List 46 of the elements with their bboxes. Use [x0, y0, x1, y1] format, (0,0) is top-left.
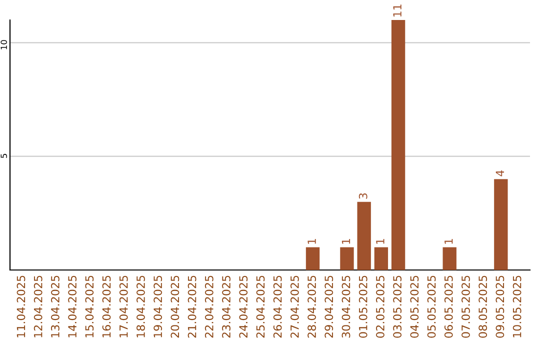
y-tick-label: 10: [0, 40, 7, 50]
x-tick-label: 22.04.2025: [204, 276, 214, 338]
x-tick-label: 04.05.2025: [410, 276, 419, 338]
x-tick-label: 30.04.2025: [342, 276, 350, 338]
x-tick-label: 19.04.2025: [154, 276, 162, 338]
data-label: 4: [496, 170, 504, 176]
x-tick-label: 02.05.2025: [376, 276, 384, 338]
data-label: 1: [342, 238, 350, 244]
x-tick-label: 12.04.2025: [34, 276, 42, 338]
x-tick-label: 16.04.2025: [102, 276, 111, 338]
x-tick-label: 07.05.2025: [462, 276, 470, 338]
bar: [494, 179, 508, 270]
data-label: 1: [444, 238, 453, 244]
x-tick-label: 11.04.2025: [16, 276, 26, 338]
x-tick-label: 18.04.2025: [136, 276, 145, 338]
x-tick-label: 10.05.2025: [512, 276, 522, 338]
bar: [391, 20, 406, 270]
x-tick-label: 26.04.2025: [273, 276, 282, 338]
x-tick-label: 27.04.2025: [290, 276, 299, 338]
x-tick-label: 14.04.2025: [68, 276, 77, 338]
data-label: 3: [358, 193, 368, 199]
x-tick-label: 29.04.2025: [324, 276, 334, 338]
data-label: 1: [376, 238, 384, 244]
data-label: 1: [308, 238, 316, 244]
x-tick-label: 01.05.2025: [358, 276, 368, 338]
x-tick-label: 20.04.2025: [170, 276, 180, 338]
bar: [340, 247, 354, 270]
x-tick-label: 24.04.2025: [239, 276, 248, 338]
bar: [306, 247, 320, 270]
x-tick-label: 06.05.2025: [444, 276, 453, 338]
x-tick-label: 25.04.2025: [256, 276, 265, 338]
bar: [357, 202, 371, 270]
x-tick-label: 17.04.2025: [119, 276, 128, 338]
y-tick-label: 5: [0, 154, 7, 158]
x-tick-label: 28.04.2025: [308, 276, 316, 338]
data-label: 11: [393, 4, 402, 17]
x-tick-label: 23.04.2025: [222, 276, 230, 338]
bar: [442, 247, 456, 270]
x-tick-label: 15.04.2025: [85, 276, 94, 338]
x-tick-label: 13.04.2025: [51, 276, 60, 338]
x-tick-label: 05.05.2025: [427, 276, 436, 338]
x-tick-label: 08.05.2025: [478, 276, 488, 338]
x-tick-label: 09.05.2025: [496, 276, 504, 338]
bar: [374, 247, 388, 270]
x-tick-label: 21.04.2025: [188, 276, 196, 338]
x-tick-label: 03.05.2025: [393, 276, 402, 338]
